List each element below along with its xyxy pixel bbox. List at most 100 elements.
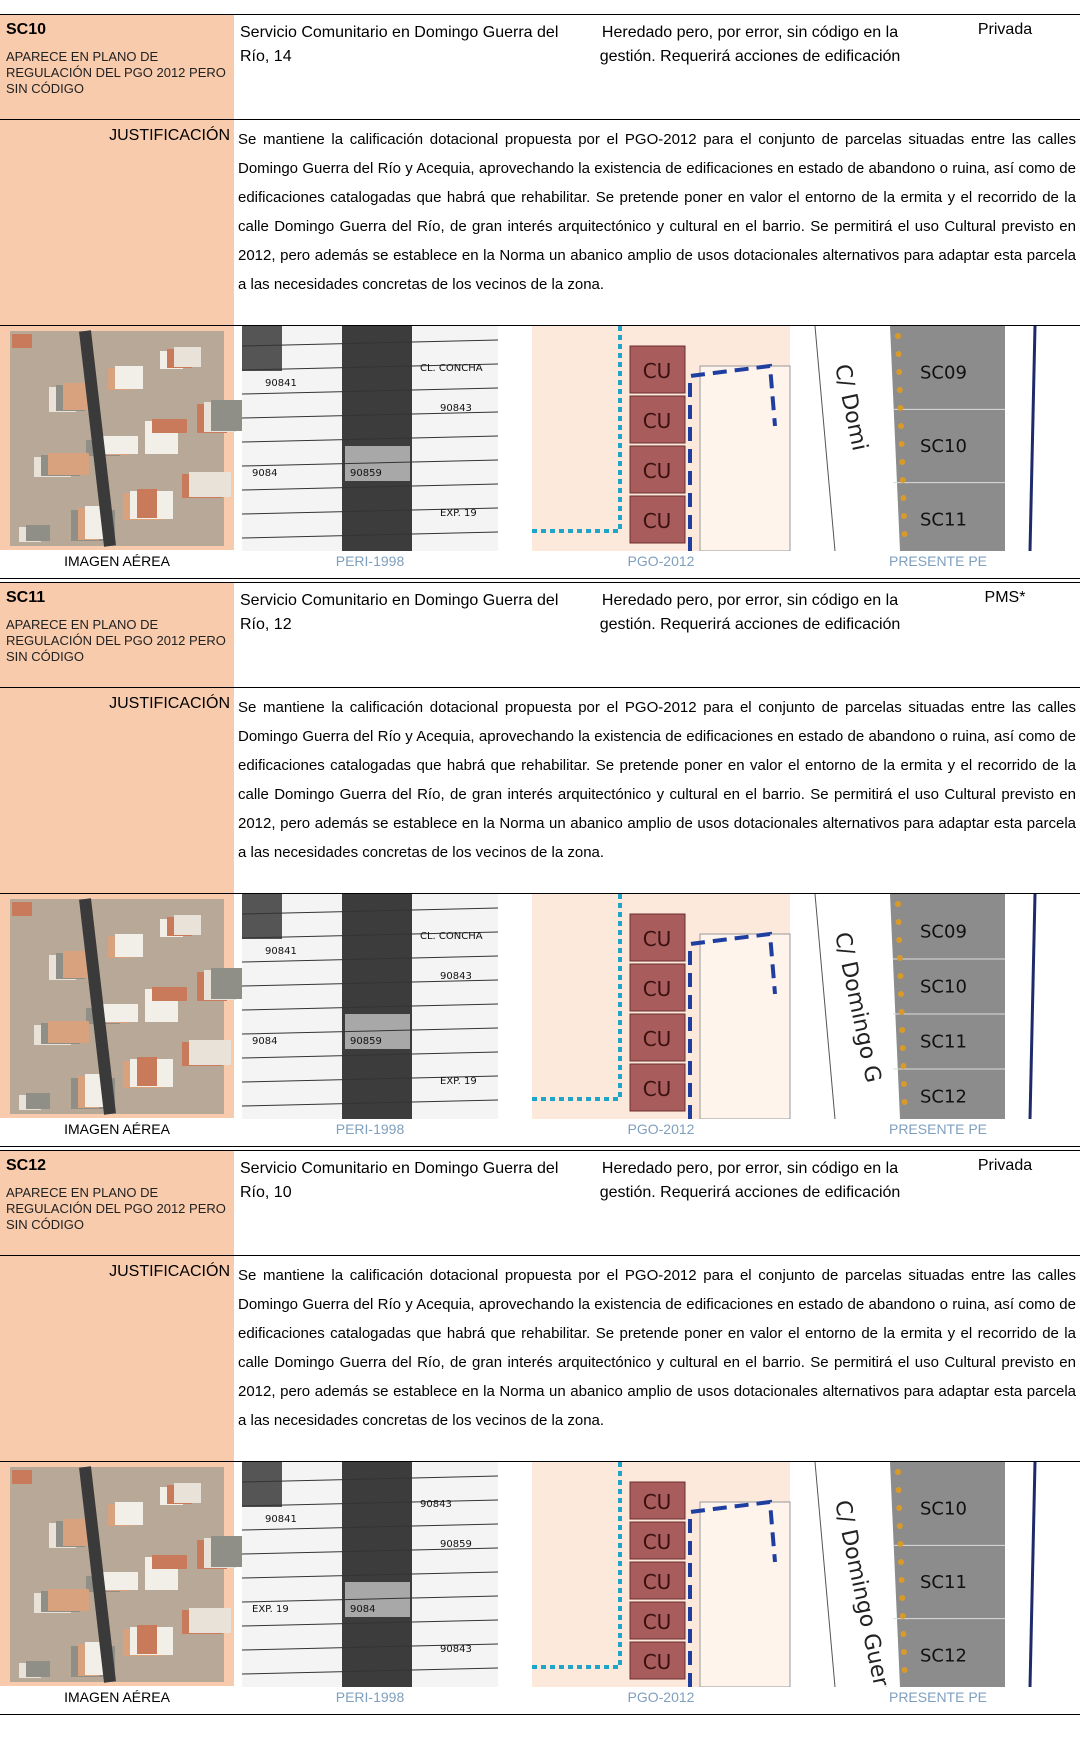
peri-label: 90859 xyxy=(350,1036,382,1047)
pe-line xyxy=(1028,894,1037,1119)
dot xyxy=(901,1649,907,1655)
peri-line xyxy=(241,1571,499,1579)
pe-line xyxy=(814,326,836,551)
peri-line xyxy=(241,979,499,987)
peri-map: 90841 CL. CONCHA 90843 90859 9084 EXP. 19 xyxy=(241,326,499,551)
roof xyxy=(174,347,201,367)
parcel-code: SC11 xyxy=(920,509,967,530)
roof xyxy=(100,436,138,454)
roof xyxy=(189,1608,231,1633)
pgo-map: CU CU CU CU xyxy=(532,894,791,1119)
peri-label: 90859 xyxy=(440,1539,472,1550)
dot xyxy=(897,405,904,411)
dot xyxy=(901,1667,908,1673)
roof xyxy=(48,1021,89,1043)
dot xyxy=(898,423,904,429)
pe-block xyxy=(890,326,1005,551)
record-note: APARECE EN PLANO DE REGULACIÓN DEL PGO 2… xyxy=(6,49,226,96)
cu-label: CU xyxy=(643,1650,672,1674)
row-divider xyxy=(0,1255,1080,1256)
peri-line xyxy=(241,1619,499,1627)
dot xyxy=(900,1063,907,1069)
pgo-road xyxy=(699,1501,791,1687)
dot xyxy=(897,1541,904,1547)
cu-label: CU xyxy=(643,1570,672,1594)
street xyxy=(79,330,116,547)
dot xyxy=(896,1523,903,1529)
peri-label: 90843 xyxy=(440,1644,472,1655)
dot xyxy=(895,351,902,357)
peri-label: 90841 xyxy=(265,1514,297,1525)
pe-line xyxy=(814,894,836,1119)
peri-line xyxy=(241,1003,499,1011)
cu-parcel xyxy=(629,1481,686,1520)
peri-line xyxy=(241,411,499,419)
roof xyxy=(115,934,143,957)
parcel-code: SC12 xyxy=(920,1087,967,1108)
image-label: PERI-1998 xyxy=(335,1121,405,1137)
peri-line xyxy=(241,363,499,371)
row-divider xyxy=(0,325,1080,326)
peri-line xyxy=(241,459,499,467)
peri-label: 90859 xyxy=(350,468,382,479)
dot xyxy=(895,919,902,925)
dot xyxy=(895,901,901,907)
cu-parcel xyxy=(629,1641,686,1680)
peri-line xyxy=(241,907,499,915)
parcel-code: SC10 xyxy=(920,436,967,457)
justification-text: Se mantiene la calificación dotacional p… xyxy=(238,131,1076,293)
cu-label: CU xyxy=(643,459,672,483)
peri-label: 90843 xyxy=(440,971,472,982)
peri-line xyxy=(241,931,499,939)
parcel-code: SC09 xyxy=(920,922,967,943)
pe-line xyxy=(1028,326,1037,551)
ownership: Privada xyxy=(977,1157,1033,1174)
cu-label: CU xyxy=(643,1610,672,1634)
dot xyxy=(899,1027,906,1033)
dot xyxy=(901,513,907,519)
peri-map: 90841 90843 90859 9084 EXP. 19 90843 xyxy=(241,1462,499,1687)
image-label: PRESENTE PE xyxy=(888,553,988,569)
roof xyxy=(48,453,89,475)
image-label: PGO-2012 xyxy=(627,553,695,569)
image-label: PERI-1998 xyxy=(335,1689,405,1705)
street xyxy=(79,1466,116,1683)
peri-line xyxy=(241,1667,499,1675)
roof xyxy=(26,1661,50,1677)
peri-line xyxy=(241,435,499,443)
cu-label: CU xyxy=(643,1027,672,1051)
peri-line xyxy=(241,1523,499,1531)
row-divider xyxy=(0,687,1080,688)
peri-line xyxy=(241,339,499,347)
justification-text: Se mantiene la calificación dotacional p… xyxy=(238,699,1076,861)
record: SC10 APARECE EN PLANO DE REGULACIÓN DEL P… xyxy=(0,14,1080,579)
peri-block xyxy=(242,326,282,371)
justification-label: JUSTIFICACIÓN xyxy=(109,695,230,712)
image-label: PGO-2012 xyxy=(627,1689,695,1705)
peri-block xyxy=(242,1462,282,1507)
record-code: SC12 xyxy=(6,1157,47,1174)
dot xyxy=(895,333,901,339)
pgo-edge xyxy=(532,894,622,1101)
peri-line xyxy=(241,1099,499,1107)
peri-line xyxy=(241,1075,499,1083)
cu-parcel xyxy=(629,1561,686,1600)
parcel-code: SC09 xyxy=(920,363,967,384)
dot xyxy=(899,1045,906,1051)
cu-label: CU xyxy=(643,1530,672,1554)
pgo-map: CU CU CU CU xyxy=(532,326,791,551)
roof xyxy=(48,1589,89,1611)
record-note: APARECE EN PLANO DE REGULACIÓN DEL PGO 2… xyxy=(6,1185,226,1232)
pe-block xyxy=(890,1462,1005,1687)
roof xyxy=(12,1470,32,1484)
aerial-image xyxy=(10,898,245,1115)
peri-line xyxy=(241,1547,499,1555)
aerial-image xyxy=(10,330,245,547)
roof xyxy=(137,1057,157,1086)
parcel-code: SC10 xyxy=(920,977,967,998)
peri-label: EXP. 19 xyxy=(440,1076,477,1087)
status: Heredado pero, por error, sin código en … xyxy=(599,24,901,65)
dot xyxy=(899,459,906,465)
